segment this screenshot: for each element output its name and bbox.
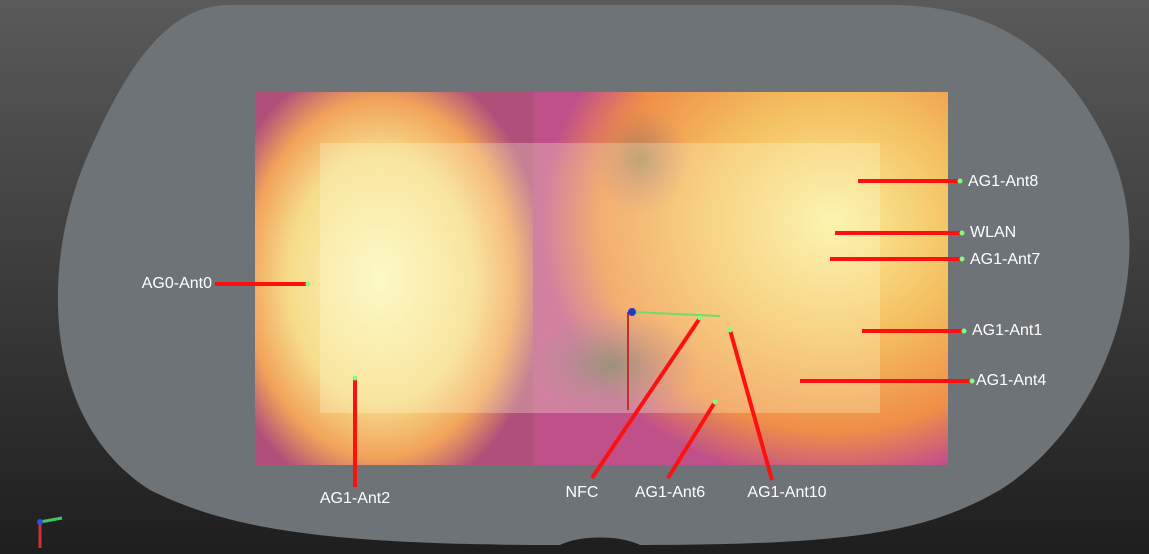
antenna-point bbox=[697, 315, 703, 321]
antenna-label: WLAN bbox=[970, 224, 1016, 241]
antenna-point bbox=[352, 375, 358, 381]
axis-gizmo bbox=[37, 519, 43, 525]
axis-marker bbox=[631, 311, 721, 317]
leader-line bbox=[666, 400, 717, 480]
antenna-point bbox=[959, 230, 965, 236]
antenna-point bbox=[305, 281, 311, 287]
axis-gizmo bbox=[39, 516, 63, 524]
antenna-point bbox=[959, 256, 965, 262]
antenna-point bbox=[727, 327, 733, 333]
heatmap-left bbox=[255, 92, 533, 465]
antenna-point bbox=[969, 378, 975, 384]
labels: AG0-Ant0 AG1-Ant2 NFC AG1-Ant6 AG1-Ant10 AG1-… bbox=[142, 173, 1047, 507]
antenna-point bbox=[961, 328, 967, 334]
antenna-label: NFC bbox=[566, 484, 599, 501]
leader-line bbox=[590, 316, 702, 480]
antenna-point bbox=[957, 178, 963, 184]
heatmap-cool-zone bbox=[590, 105, 690, 215]
heatmap-cool-zone bbox=[520, 310, 700, 420]
antenna-point bbox=[712, 399, 718, 405]
antenna-label: AG0-Ant0 bbox=[142, 275, 212, 292]
leader-lines bbox=[215, 178, 975, 487]
antenna-label: AG1-Ant8 bbox=[968, 173, 1038, 190]
antenna-label: AG1-Ant7 bbox=[970, 251, 1040, 268]
leader-line bbox=[728, 329, 774, 481]
antenna-label: AG1-Ant2 bbox=[320, 490, 390, 507]
antenna-label: AG1-Ant10 bbox=[747, 484, 826, 501]
origin-marker bbox=[628, 308, 636, 316]
overlay-plate bbox=[320, 143, 880, 413]
antenna-label: AG1-Ant1 bbox=[972, 322, 1042, 339]
antenna-label: AG1-Ant6 bbox=[635, 484, 705, 501]
antenna-label: AG1-Ant4 bbox=[976, 372, 1046, 389]
